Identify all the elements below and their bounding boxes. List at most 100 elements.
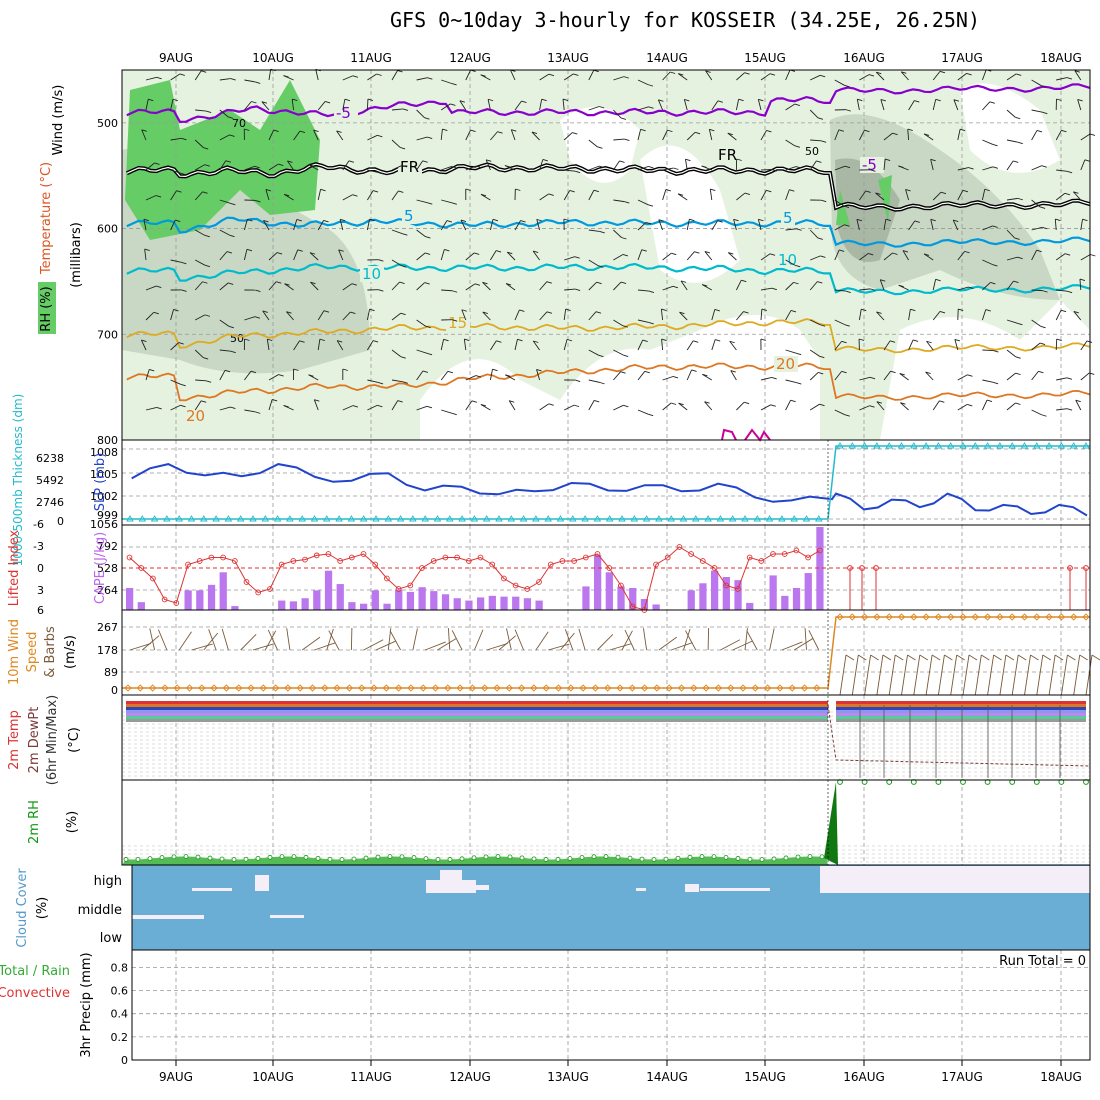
wind-barb [194, 400, 202, 411]
wind-barb [883, 252, 893, 261]
wind-barb-flag [172, 98, 179, 102]
wind-speed-marker [800, 684, 809, 692]
wind-speed-marker [690, 684, 698, 692]
wind-barb-flag [727, 132, 733, 136]
wind-barb-flag [691, 369, 697, 372]
cape-bar [582, 586, 590, 610]
wind-barb-flag [714, 308, 720, 312]
axis-label-temp-unit: (°C) [67, 727, 82, 753]
wind-barb [170, 99, 174, 111]
wind-barb [563, 190, 571, 201]
wind-barb-flag [1074, 70, 1081, 73]
cape-bar [126, 587, 134, 610]
wind-barb-flag [400, 356, 406, 359]
cape-bar [769, 575, 777, 610]
axis-label-10m-wind: 10m Wind [7, 619, 22, 685]
wind-barb [1006, 229, 1015, 239]
wind-barb [489, 369, 493, 381]
wind-barb-flag [844, 324, 850, 327]
wind-barb-flag [461, 309, 467, 312]
cape-bar [804, 573, 812, 610]
cape-bar [184, 590, 192, 610]
panel-frame-wind [121, 609, 1091, 696]
wind-barb-10m [564, 629, 574, 651]
wind-barb [194, 70, 202, 81]
cloud-level-label: middle [78, 903, 122, 918]
wind-barb [953, 99, 959, 111]
wind-speed-marker [345, 684, 354, 692]
wind-barb [1056, 169, 1068, 172]
wind-barb-10m [876, 654, 884, 696]
wind-barb [926, 340, 934, 351]
lifted-index-marker [430, 558, 437, 564]
wind-barb-flag [819, 403, 825, 407]
cloud-gap [132, 915, 204, 919]
wind-barb [244, 165, 255, 171]
lifted-index-marker [781, 551, 788, 557]
thickness-marker [458, 515, 466, 522]
lifted-index-marker [816, 547, 823, 554]
wind-barb-flag [204, 164, 210, 167]
wind-barb [1031, 226, 1043, 231]
date-label-bottom: 17AUG [941, 1070, 983, 1084]
cape-bar [500, 596, 508, 610]
wind-barb [809, 349, 820, 357]
wind-barb-10m [1060, 654, 1068, 696]
wind-barb [982, 166, 994, 171]
wind-barb-flag [597, 146, 603, 149]
wind-barb-flag [548, 193, 554, 196]
wind-barb-flag [443, 338, 449, 342]
thickness-marker [569, 515, 577, 522]
wind-barb-flag [1073, 311, 1080, 314]
wind-barb-flag [319, 338, 326, 342]
wind-barb [809, 109, 819, 119]
cloud-gap [426, 880, 476, 893]
wind-barb [145, 285, 157, 291]
temp-band [126, 704, 828, 707]
wind-barb-flag [229, 134, 235, 137]
date-label-bottom: 11AUG [350, 1070, 392, 1084]
wind-barb [268, 374, 279, 381]
wind-barb-flag [1066, 408, 1073, 411]
wind-barb-10m [375, 640, 397, 651]
wind-barb-10m-flag [956, 654, 965, 661]
wind-barb-flag [889, 340, 896, 343]
precip-tick: 0.6 [111, 985, 129, 998]
wind-barb-flag [958, 308, 964, 311]
wind-barb [1006, 73, 1017, 81]
wind-barb [367, 73, 377, 81]
wind-barb [662, 71, 671, 81]
wind-barb-flag [179, 73, 185, 76]
wind-barb-10m-flag [1005, 654, 1015, 661]
cape-bar [348, 602, 356, 610]
wind-barb [981, 309, 987, 321]
wind-barb [686, 219, 690, 231]
rh-marker [795, 854, 801, 860]
wind-speed-marker [407, 684, 415, 692]
wind-barb-flag [144, 248, 150, 252]
wind-barb-flag [451, 412, 457, 416]
wind-barb-flag [890, 370, 896, 374]
wind-barb-flag [228, 325, 234, 329]
wind-barb [875, 71, 885, 81]
wind-barb [952, 219, 959, 231]
wind-barb-flag [575, 288, 581, 291]
wind-speed-tick: 178 [97, 644, 118, 657]
wind-barb-10m [962, 654, 970, 696]
rh-marker [675, 855, 681, 861]
lifted-index-marker [407, 582, 414, 589]
wind-barb [932, 71, 941, 81]
wind-barb [539, 193, 550, 201]
wind-barb-flag [230, 202, 236, 206]
wind-speed-marker [959, 613, 967, 621]
wind-barb-flag [907, 128, 913, 131]
date-label-bottom: 16AUG [843, 1070, 885, 1084]
wind-barb [834, 341, 842, 351]
wind-barb-flag [563, 218, 570, 221]
wind-barb-flag [794, 145, 801, 148]
contour-label-bg [334, 105, 358, 121]
wind-barb-flag [892, 252, 898, 255]
temp-band [836, 719, 1086, 722]
wind-barb [613, 76, 625, 81]
wind-barb [982, 379, 994, 383]
